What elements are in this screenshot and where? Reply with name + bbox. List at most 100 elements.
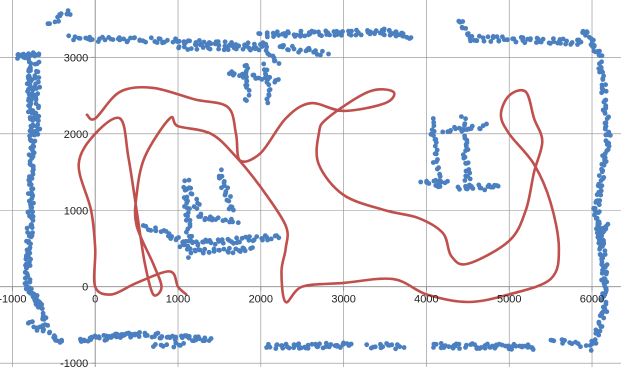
data-point xyxy=(204,43,210,48)
data-point xyxy=(188,250,194,256)
data-point xyxy=(496,38,502,43)
data-point xyxy=(47,329,53,335)
data-point xyxy=(305,342,311,348)
data-point xyxy=(600,77,606,82)
data-point xyxy=(527,37,533,43)
data-point xyxy=(601,162,607,168)
data-point xyxy=(181,341,187,346)
data-point xyxy=(599,59,604,65)
data-point xyxy=(195,241,201,247)
data-point xyxy=(540,36,546,42)
data-point xyxy=(36,52,42,58)
data-point xyxy=(144,333,150,338)
data-point xyxy=(32,75,38,81)
data-point xyxy=(128,35,133,41)
data-point xyxy=(401,345,407,350)
data-point xyxy=(187,206,192,212)
data-point xyxy=(505,37,510,43)
data-point xyxy=(596,202,602,208)
data-point xyxy=(302,33,308,39)
data-point xyxy=(519,343,525,349)
data-point xyxy=(230,250,236,256)
data-point xyxy=(313,48,318,53)
data-point xyxy=(597,69,602,75)
data-point xyxy=(196,336,202,342)
data-point xyxy=(246,92,252,98)
x-tick-label: 6000 xyxy=(580,294,604,306)
data-point xyxy=(604,309,610,315)
data-point xyxy=(558,41,563,46)
data-point xyxy=(513,39,519,45)
data-point xyxy=(215,237,221,243)
data-point xyxy=(602,151,608,156)
data-point xyxy=(499,342,505,348)
data-point xyxy=(226,249,231,255)
data-point xyxy=(431,123,437,129)
data-point xyxy=(36,75,42,80)
data-point xyxy=(437,174,443,179)
data-point xyxy=(460,25,465,31)
data-point xyxy=(461,155,467,161)
data-point xyxy=(393,29,399,35)
data-point xyxy=(186,255,191,260)
data-point xyxy=(591,37,596,43)
data-point xyxy=(457,19,463,25)
data-point xyxy=(587,343,593,348)
data-point xyxy=(64,11,70,17)
data-point xyxy=(34,86,39,91)
data-point xyxy=(464,127,470,132)
data-point xyxy=(216,42,222,48)
data-point xyxy=(271,34,276,39)
data-point xyxy=(188,191,194,197)
data-point xyxy=(462,178,468,183)
data-point xyxy=(183,217,189,223)
data-point xyxy=(358,32,364,38)
data-point xyxy=(207,46,213,52)
data-point xyxy=(194,206,200,212)
data-point xyxy=(272,79,278,85)
data-point xyxy=(230,219,236,225)
data-point xyxy=(593,216,599,222)
data-point xyxy=(235,220,241,226)
data-point xyxy=(230,72,236,78)
data-point xyxy=(602,248,608,254)
data-point xyxy=(588,348,594,353)
path-series xyxy=(77,85,561,304)
data-point xyxy=(296,341,302,347)
data-point xyxy=(457,186,462,192)
data-point xyxy=(276,61,282,66)
x-tick-label: -1000 xyxy=(0,294,26,306)
data-point xyxy=(264,44,269,50)
data-point xyxy=(35,69,41,75)
data-point xyxy=(29,196,35,202)
data-point xyxy=(267,344,273,350)
data-point xyxy=(243,68,249,74)
data-point xyxy=(121,36,127,42)
data-point xyxy=(154,40,160,45)
data-point xyxy=(318,52,323,58)
data-point xyxy=(260,237,265,243)
data-point xyxy=(334,343,340,348)
data-point xyxy=(30,209,35,215)
data-point xyxy=(381,28,387,33)
data-point xyxy=(603,88,609,94)
data-point xyxy=(257,31,263,37)
data-point xyxy=(264,96,270,102)
data-point xyxy=(264,32,270,38)
data-point xyxy=(276,235,282,241)
data-point xyxy=(32,294,38,299)
y-tick-label: 1000 xyxy=(64,205,88,217)
data-point xyxy=(266,88,272,93)
data-point xyxy=(264,235,270,240)
data-point xyxy=(339,32,344,38)
data-point xyxy=(442,180,448,186)
data-point xyxy=(381,32,387,38)
data-point xyxy=(31,150,37,156)
data-point xyxy=(598,324,604,329)
data-point xyxy=(448,127,453,133)
data-point xyxy=(578,39,584,45)
data-point xyxy=(478,345,484,350)
x-tick-label: 1000 xyxy=(166,294,190,306)
